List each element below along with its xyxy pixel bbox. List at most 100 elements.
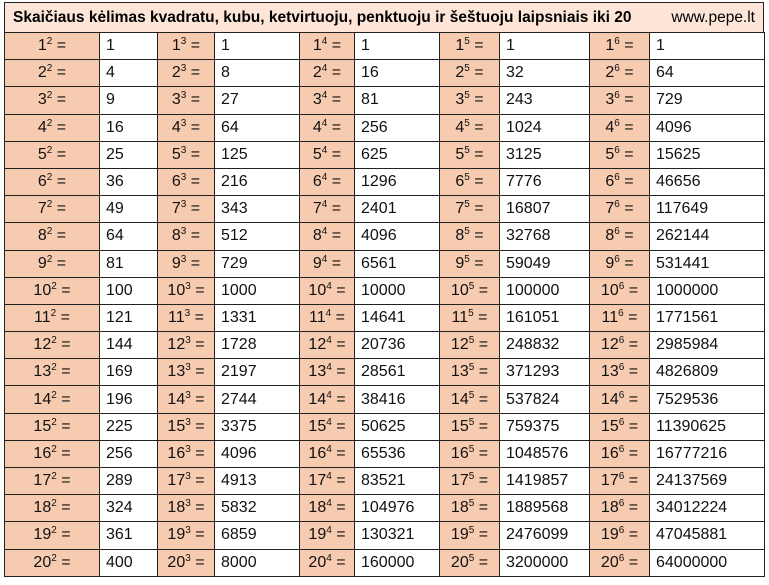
power-label: 132 =	[4, 358, 100, 387]
power-label: 106 =	[589, 276, 650, 305]
exponent: 2	[46, 117, 53, 129]
equals-sign: =	[336, 363, 346, 381]
equals-sign: =	[335, 308, 345, 326]
base: 17	[33, 472, 52, 490]
power-label: 114 =	[299, 303, 355, 333]
base: 13	[33, 363, 52, 381]
power-label: 74 =	[299, 195, 355, 224]
base: 6	[37, 173, 47, 191]
power-result: 38416	[354, 385, 440, 414]
exponent: 3	[185, 552, 191, 564]
base: 12	[600, 336, 619, 354]
base: 6	[455, 173, 465, 191]
power-result: 161051	[499, 303, 590, 333]
exponent: 3	[180, 253, 187, 265]
table-row: 92 = 81 93 = 729 94 = 6561 95 = 59049 96 = 531441	[4, 249, 765, 278]
power-result: 1296	[354, 167, 440, 197]
power-result: 7776	[499, 167, 590, 197]
power-result: 6859	[214, 521, 300, 550]
power-result: 32768	[499, 222, 590, 251]
power-result: 169	[99, 358, 158, 387]
power-result: 1024	[499, 113, 590, 142]
power-label: 72 =	[4, 195, 100, 224]
power-result: 2401	[354, 195, 440, 224]
power-result: 1000	[214, 276, 300, 305]
power-result: 81	[99, 249, 158, 278]
power-label: 66 =	[589, 167, 650, 197]
base: 11	[309, 308, 326, 326]
equals-sign: =	[61, 499, 71, 517]
exponent: 2	[46, 144, 53, 156]
power-result: 65536	[354, 439, 440, 469]
base: 13	[450, 363, 469, 381]
power-label: 203 =	[157, 548, 215, 577]
power-label: 186 =	[589, 494, 650, 523]
equals-sign: =	[474, 91, 484, 109]
equals-sign: =	[336, 336, 346, 354]
base: 1	[605, 37, 615, 55]
equals-sign: =	[336, 472, 346, 490]
equals-sign: =	[56, 37, 67, 55]
exponent: 2	[51, 471, 57, 483]
base: 3	[37, 91, 47, 109]
power-label: 13 =	[157, 31, 215, 61]
base: 18	[308, 499, 327, 517]
power-label: 14 =	[299, 31, 355, 61]
power-result: 2476099	[499, 521, 590, 550]
equals-sign: =	[195, 553, 205, 571]
power-label: 155 =	[439, 412, 500, 441]
equals-sign: =	[624, 173, 634, 191]
base: 19	[600, 526, 619, 544]
power-result: 400	[99, 548, 158, 577]
power-result: 2985984	[649, 331, 765, 360]
power-label: 124 =	[299, 331, 355, 360]
equals-sign: =	[628, 472, 639, 490]
power-label: 154 =	[299, 412, 355, 441]
base: 12	[450, 336, 469, 354]
base: 5	[37, 145, 47, 163]
base: 20	[450, 553, 469, 571]
power-result: 15625	[649, 140, 765, 169]
base: 17	[167, 472, 186, 490]
power-label: 96 =	[589, 249, 650, 278]
exponent: 2	[51, 498, 57, 510]
exponent: 2	[46, 63, 53, 75]
power-label: 163 =	[157, 439, 215, 469]
equals-sign: =	[478, 553, 489, 571]
equals-sign: =	[190, 37, 201, 55]
base: 3	[312, 91, 322, 109]
power-label: 113 =	[157, 303, 215, 333]
table-row: 162 = 256 163 = 4096 164 = 65536 165 = 1048576 1…	[4, 439, 765, 469]
table-row: 82 = 64 83 = 512 84 = 4096 85 = 32768 86 = 262144	[4, 222, 765, 251]
power-result: 6561	[354, 249, 440, 278]
base: 9	[312, 254, 322, 272]
power-result: 1	[354, 31, 440, 61]
exponent: 5	[464, 253, 470, 265]
power-result: 3125	[499, 140, 590, 169]
equals-sign: =	[478, 308, 488, 326]
power-label: 184 =	[299, 494, 355, 523]
exponent: 6	[618, 307, 624, 319]
exponent: 4	[326, 362, 332, 374]
equals-sign: =	[474, 200, 484, 218]
base: 18	[600, 499, 619, 517]
power-label: 135 =	[439, 358, 500, 387]
exponent: 2	[51, 416, 57, 428]
power-label: 44 =	[299, 113, 355, 142]
power-result: 125	[214, 140, 300, 169]
equals-sign: =	[61, 417, 71, 435]
exponent: 5	[468, 307, 474, 319]
equals-sign: =	[61, 390, 71, 408]
exponent: 2	[51, 552, 57, 564]
power-result: 8000	[214, 548, 300, 577]
power-label: 194 =	[299, 521, 355, 550]
power-result: 4096	[649, 113, 765, 142]
exponent: 2	[46, 90, 53, 102]
power-result: 11390625	[649, 412, 765, 441]
power-label: 15 =	[439, 31, 500, 61]
exponent: 4	[325, 307, 332, 319]
power-result: 160000	[354, 548, 440, 577]
power-result: 4096	[214, 439, 300, 469]
power-result: 729	[649, 86, 765, 115]
base: 1	[455, 37, 465, 55]
